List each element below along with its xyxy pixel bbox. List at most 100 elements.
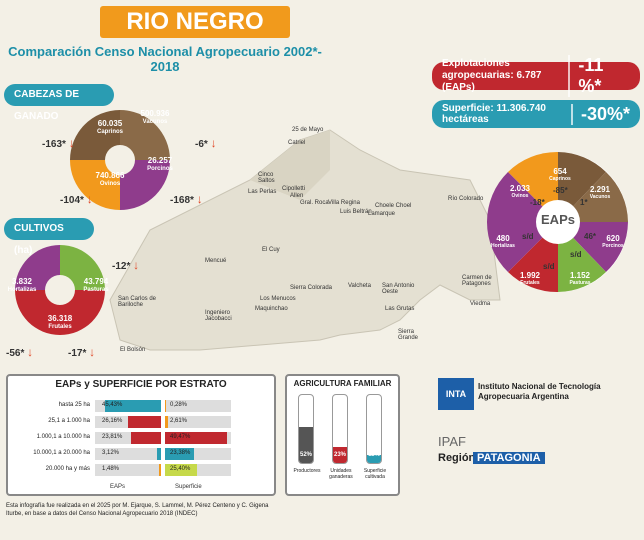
- cab-vacunos: 500.936 Vacunos: [140, 109, 170, 125]
- inta-text: Instituto Nacional de Tecnología Agropec…: [478, 382, 601, 401]
- agri-bar-fill: [367, 455, 381, 463]
- row-sup-bar-bg: [165, 400, 231, 412]
- row-eaps-value: 1,48%: [102, 466, 120, 472]
- table-row: hasta 25 ha 45,43% 0,28%: [10, 400, 270, 412]
- kpi-eaps-change: -11 %*: [568, 55, 630, 97]
- agri-bar-label: Productores: [293, 468, 321, 474]
- agri-bar-fill: [333, 446, 347, 463]
- row-sup-value: 25,40%: [170, 466, 191, 472]
- place-sierra-grande: Sierra Grande: [398, 329, 419, 341]
- row-label: 25,1 a 1.000 ha: [48, 418, 90, 424]
- place-mencue: Mencué: [205, 258, 227, 264]
- place-sierra-colorada: Sierra Colorada: [290, 285, 333, 291]
- cult-pasturas: 43.794 Pasturas: [83, 277, 109, 293]
- agri-title: AGRICULTURA FAMILIAR: [293, 379, 392, 388]
- eap-porcinos: 620 Porcinos: [602, 234, 624, 249]
- row-label: hasta 25 ha: [58, 402, 90, 408]
- place-viedma: Viedma: [470, 301, 491, 307]
- cab-ovinos-change: -104* ↓: [60, 192, 93, 206]
- place-gral-roca: Gral. Roca: [300, 200, 329, 206]
- place-cipolletti: Cipolletti: [282, 186, 306, 192]
- table-title: EAPs y SUPERFICIE POR ESTRATO: [55, 379, 227, 390]
- place-el-cuy: El Cuy: [262, 247, 280, 253]
- place-lamarque: Lamarque: [368, 211, 396, 217]
- table-row: 10.000,1 a 20.000 ha 3,12% 23,38%: [10, 448, 270, 460]
- eap-ovinos-change: -18*: [530, 198, 545, 207]
- agri-bar-value: 52%: [299, 452, 312, 458]
- place-las-perlas: Las Perlas: [248, 189, 277, 195]
- place-san-antonio-oeste: San Antonio Oeste: [382, 283, 415, 295]
- place-valcheta: Valcheta: [348, 283, 371, 289]
- cabezas-donut: [70, 110, 170, 210]
- cab-ovinos: 740.866 Ovinos: [95, 171, 125, 187]
- inta-logo: INTA: [438, 378, 474, 410]
- row-label: 1.000,1 a 10.000 ha: [36, 434, 90, 440]
- agri-bar: [366, 394, 382, 464]
- agri-bar-fill: [299, 426, 313, 463]
- table-row: 1.000,1 a 10.000 ha 23,81% 49,47%: [10, 432, 270, 444]
- footer-credits: Esta infografía fue realizada en el 2025…: [6, 503, 269, 518]
- table-col-eaps: EAPs: [110, 484, 126, 490]
- place-rio-colorado: Río Colorado: [448, 196, 484, 202]
- row-label: 10.000,1 a 20.000 ha: [33, 450, 90, 456]
- place-carmen-de-patagones: Carmen de Patagones: [462, 275, 492, 287]
- eap-porcinos-change: 46*: [584, 232, 597, 241]
- page-subtitle: Comparación Censo Nacional Agropecuario …: [8, 44, 322, 74]
- agri-bar-value: 11%: [368, 452, 380, 458]
- place-25-de-mayo: 25 de Mayo: [292, 127, 324, 133]
- row-eaps-value: 45,43%: [102, 402, 123, 408]
- eaps-center: EAPs: [541, 212, 575, 227]
- place-catriel: Catriel: [288, 140, 306, 146]
- cab-vacunos-change: -6* ↓: [195, 136, 217, 150]
- kpi-eaps: Explotaciones agropecuarias: 6.787 (EAPs…: [432, 55, 640, 97]
- table-row: 25,1 a 1.000 ha 26,16% 2,61%: [10, 416, 270, 428]
- place-maquinchao: Maquinchao: [255, 306, 288, 312]
- patagonia-label: PATAGONIA: [473, 452, 545, 464]
- kpi-sup-label: Superficie: 11.306.740 hectáreas: [442, 103, 546, 125]
- row-sup-value: 23,38%: [170, 450, 191, 456]
- place-los-menucos: Los Menucos: [260, 296, 296, 302]
- row-label: 20.000 ha y más: [45, 466, 90, 472]
- kpi-eaps-label: Explotaciones agropecuarias: 6.787 (EAPs…: [442, 58, 542, 93]
- place-bariloche: San Carlos de Bariloche: [118, 296, 157, 308]
- region-label: Región: [438, 452, 476, 464]
- row-eaps-bar: [157, 448, 161, 460]
- place-villa-regina: Villa Regina: [328, 200, 360, 206]
- row-eaps-value: 26,16%: [102, 418, 123, 424]
- eap-pasturas-change: s/d: [570, 250, 582, 259]
- cab-porcinos: 26.257 Porcinos: [147, 156, 173, 172]
- row-sup-bar: [165, 432, 227, 444]
- eap-vacunos-change: 1*: [580, 198, 588, 207]
- table-col-sup: Superficie: [175, 484, 202, 490]
- cult-hortalizas: 3.832 Hortalizas: [7, 277, 37, 293]
- row-sup-value: 2,61%: [170, 418, 188, 424]
- cab-caprinos: 60.035 Caprinos: [96, 119, 123, 135]
- row-eaps-value: 3,12%: [102, 450, 120, 456]
- eap-frutales: 1.992 Frutales: [519, 271, 541, 286]
- row-eaps-bar: [105, 400, 161, 412]
- agri-bar: [298, 394, 314, 464]
- row-eaps-bar-bg: [95, 448, 161, 460]
- place-luis-beltran: Luis Beltrán: [340, 209, 372, 215]
- eap-ovinos: 2.033 Ovinos: [509, 184, 531, 199]
- row-eaps-value: 23,81%: [102, 434, 123, 440]
- ipaf-label: IPAF: [438, 434, 466, 449]
- cult-pasturas-change: -12* ↓: [112, 258, 140, 272]
- cabezas-title: CABEZAS DE GANADO: [4, 84, 114, 122]
- kpi-sup-change: -30%*: [570, 103, 630, 125]
- eap-hortalizas: 480 Hortalizas: [491, 234, 515, 249]
- kpi-superficie: Superficie: 11.306.740 hectáreas -30%*: [432, 100, 640, 128]
- row-sup-bar: [165, 400, 166, 412]
- cult-frutales-change: -17* ↓: [68, 345, 96, 359]
- row-sup-bar: [165, 464, 197, 476]
- cab-caprinos-change: -163* ↓: [42, 136, 75, 150]
- eaps-wheel: [486, 151, 628, 293]
- row-eaps-bar: [131, 432, 161, 444]
- table-row: 20.000 ha y más 1,48% 25,40%: [10, 464, 270, 476]
- agri-bar-label: Superficie cultivada: [363, 468, 387, 480]
- eap-pasturas: 1.152 Pasturas: [569, 271, 591, 286]
- cultivos-donut: [15, 245, 105, 335]
- cab-porcinos-change: -168* ↓: [170, 192, 203, 206]
- cult-hortalizas-change: -56* ↓: [6, 345, 34, 359]
